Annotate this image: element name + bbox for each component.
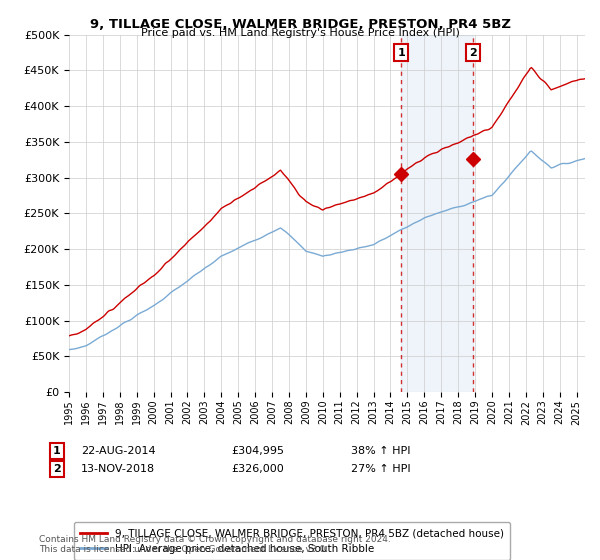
- Text: 2: 2: [53, 464, 61, 474]
- Text: 2: 2: [469, 48, 477, 58]
- Bar: [401, 35, 473, 392]
- Text: Price paid vs. HM Land Registry's House Price Index (HPI): Price paid vs. HM Land Registry's House …: [140, 28, 460, 38]
- Text: 13-NOV-2018: 13-NOV-2018: [81, 464, 155, 474]
- Legend: 9, TILLAGE CLOSE, WALMER BRIDGE, PRESTON, PR4 5BZ (detached house), HPI: Average: 9, TILLAGE CLOSE, WALMER BRIDGE, PRESTON…: [74, 522, 510, 560]
- Text: 22-AUG-2014: 22-AUG-2014: [81, 446, 155, 456]
- Text: 27% ↑ HPI: 27% ↑ HPI: [351, 464, 410, 474]
- Text: 38% ↑ HPI: 38% ↑ HPI: [351, 446, 410, 456]
- Text: £326,000: £326,000: [231, 464, 284, 474]
- Text: 1: 1: [53, 446, 61, 456]
- Text: 9, TILLAGE CLOSE, WALMER BRIDGE, PRESTON, PR4 5BZ: 9, TILLAGE CLOSE, WALMER BRIDGE, PRESTON…: [89, 18, 511, 31]
- Text: 1: 1: [397, 48, 405, 58]
- Text: Contains HM Land Registry data © Crown copyright and database right 2024.
This d: Contains HM Land Registry data © Crown c…: [39, 535, 391, 554]
- Text: £304,995: £304,995: [231, 446, 284, 456]
